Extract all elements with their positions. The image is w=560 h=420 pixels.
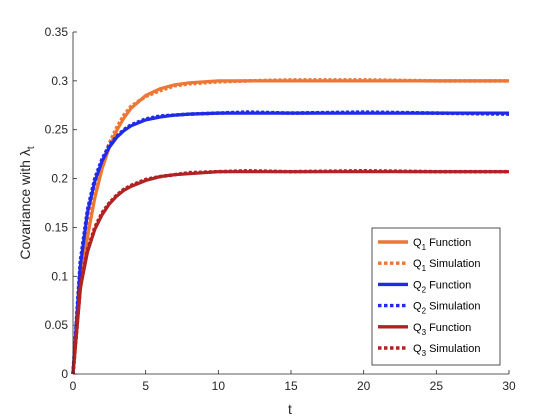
y-tick-label: 0.2	[51, 172, 68, 186]
x-tick-label: 30	[502, 379, 516, 393]
legend-label-subscript: 1	[422, 264, 427, 273]
x-tick-label: 5	[142, 379, 149, 393]
x-tick-label: 0	[70, 379, 77, 393]
legend-label-rest: Function	[426, 279, 471, 291]
series-line-2	[71, 78, 509, 375]
y-axis-label: Covariance with λt	[17, 146, 37, 260]
legend-label-subscript: 2	[422, 307, 427, 316]
x-tick-label: 25	[430, 379, 444, 393]
legend-label-5: Q3 Function	[413, 322, 471, 337]
series-line-3	[71, 111, 509, 375]
legend-label-main: Q	[413, 237, 422, 249]
legend-label-3: Q2 Function	[413, 279, 471, 294]
legend-label-2: Q1 Simulation	[413, 258, 480, 273]
legend-label-rest: Simulation	[426, 301, 480, 313]
legend-label-subscript: 3	[422, 349, 427, 358]
legend-label-main: Q	[413, 301, 422, 313]
legend-box	[371, 227, 501, 366]
x-axis-label: t	[288, 401, 292, 417]
tick-layer: 0 5 10 15 20 25 30 0 0.05 0.1 0.15 0.2 0.25 0.3 0.35	[45, 25, 516, 393]
legend-label-rest: Function	[426, 237, 471, 249]
x-tick-label: 20	[357, 379, 371, 393]
legend-label-main: Q	[413, 258, 422, 270]
y-tick-label: 0.3	[51, 74, 68, 88]
y-tick-label: 0	[61, 367, 68, 381]
series-line-4	[71, 110, 510, 375]
y-axis-label-main: Covariance with	[17, 156, 33, 260]
series-line-6	[71, 169, 509, 375]
legend-label-1: Q1 Function	[413, 237, 471, 252]
legend-label-subscript: 1	[422, 243, 427, 252]
legend-label-rest: Simulation	[426, 258, 480, 270]
legend-label-subscript: 2	[422, 285, 427, 294]
legend-label-rest: Function	[426, 322, 471, 334]
x-tick-label: 15	[284, 379, 298, 393]
legend-label-subscript: 3	[422, 328, 427, 337]
legend-label-rest: Simulation	[426, 343, 480, 355]
y-tick-label: 0.05	[45, 318, 69, 332]
legend-label-main: Q	[413, 343, 422, 355]
series-layer	[71, 78, 510, 375]
legend-label-6: Q3 Simulation	[413, 343, 480, 358]
y-axis-label-subscript: t	[26, 146, 37, 149]
legend-label-main: Q	[413, 322, 422, 334]
legend-label-4: Q2 Simulation	[413, 301, 480, 316]
y-tick-label: 0.15	[45, 220, 69, 234]
legend-label-main: Q	[413, 279, 422, 291]
y-axis-label-symbol: λ	[17, 149, 33, 156]
y-tick-label: 0.25	[45, 123, 69, 137]
y-tick-label: 0.1	[51, 269, 68, 283]
y-tick-label: 0.35	[45, 25, 69, 39]
x-tick-label: 10	[212, 379, 226, 393]
